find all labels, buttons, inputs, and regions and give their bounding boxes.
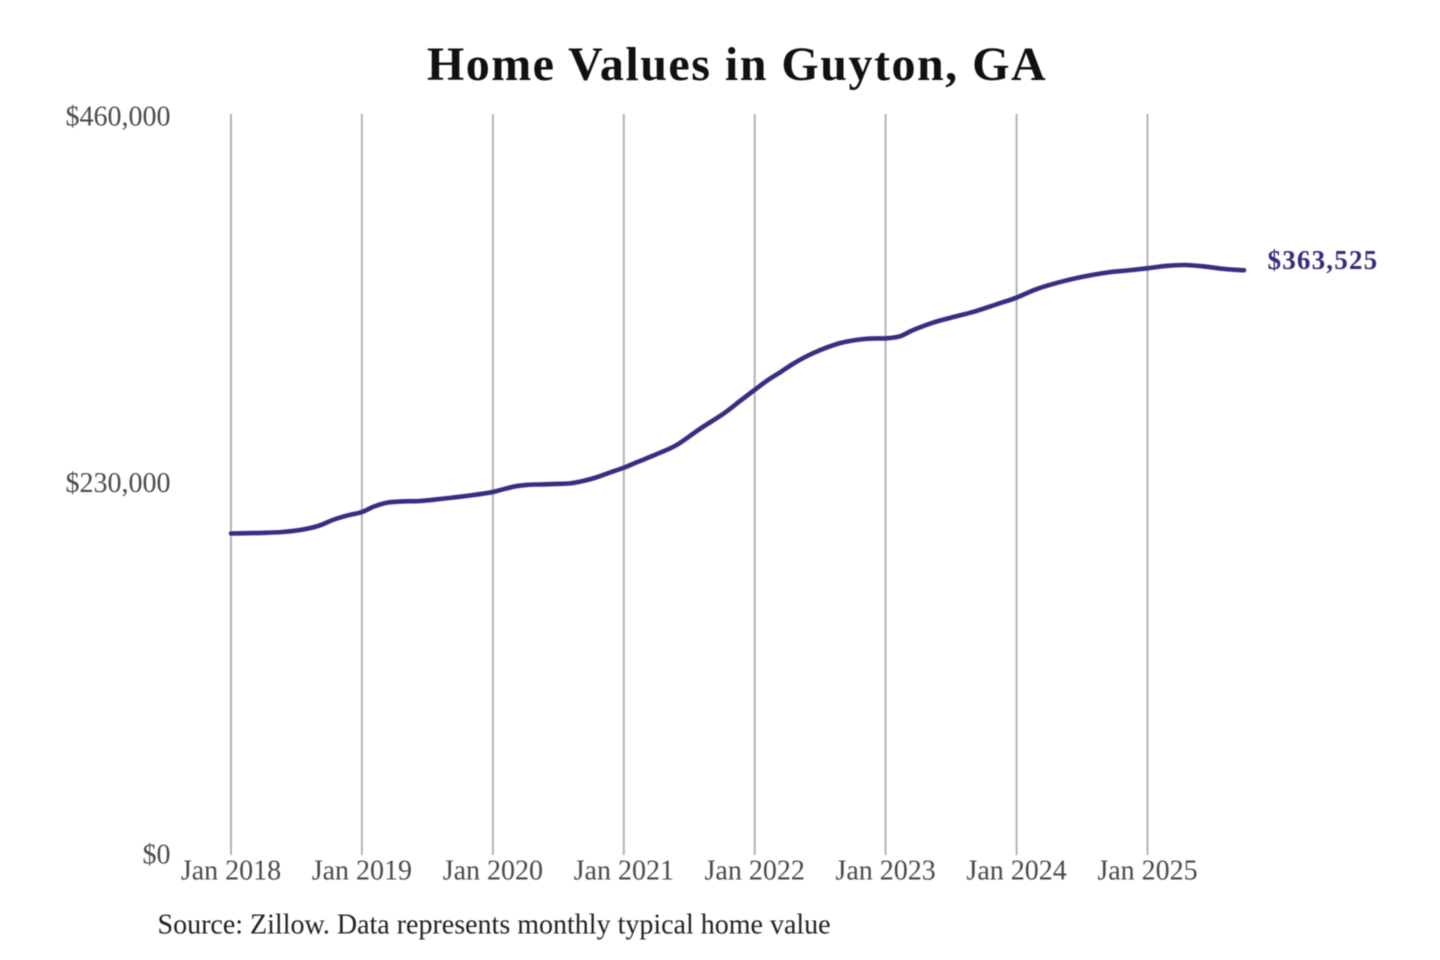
svg-text:Home Values in Guyton, GA: Home Values in Guyton, GA	[427, 38, 1047, 91]
svg-text:$230,000: $230,000	[66, 468, 171, 499]
svg-text:Jan 2020: Jan 2020	[443, 856, 543, 887]
svg-text:$460,000: $460,000	[66, 102, 171, 133]
svg-text:Jan 2023: Jan 2023	[835, 856, 935, 887]
svg-text:Jan 2024: Jan 2024	[966, 856, 1066, 887]
svg-text:Jan 2018: Jan 2018	[181, 856, 281, 887]
svg-text:Jan 2019: Jan 2019	[312, 856, 412, 887]
svg-text:Source: Zillow. Data represent: Source: Zillow. Data represents monthly …	[158, 910, 831, 941]
svg-text:$363,525: $363,525	[1268, 245, 1379, 275]
svg-text:Jan 2021: Jan 2021	[574, 856, 674, 887]
svg-text:Jan 2025: Jan 2025	[1097, 856, 1197, 887]
svg-text:Jan 2022: Jan 2022	[705, 856, 805, 887]
svg-text:$0: $0	[143, 840, 171, 871]
